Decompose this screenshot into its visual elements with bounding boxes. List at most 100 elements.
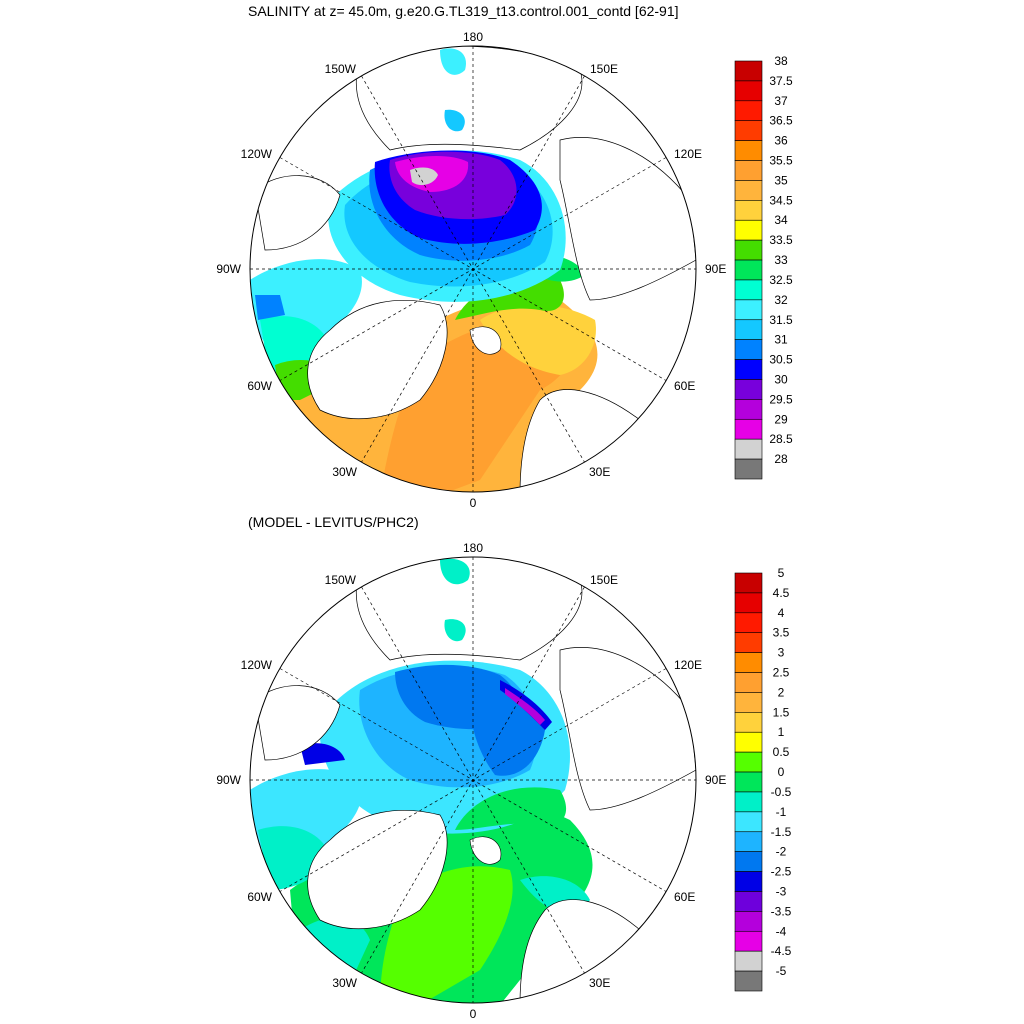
colorbar-swatch: [734, 80, 763, 102]
map-border-top: [249, 45, 697, 493]
colorbar-swatch: [734, 831, 763, 852]
colorbar-label: 2: [778, 685, 785, 699]
colorbar-swatch: [734, 200, 763, 221]
colorbar-label: -1.5: [771, 825, 792, 839]
colorbar-label: 4: [778, 606, 785, 620]
lon-label-90e-b: 90E: [705, 773, 726, 787]
lon-label-0: 0: [470, 496, 477, 510]
colorbar-label: -4: [776, 924, 787, 938]
lon-label-30e: 30E: [589, 465, 610, 479]
colorbar-label: 3.5: [773, 626, 790, 640]
map-border-bottom: [249, 556, 697, 1004]
colorbar-swatch: [734, 692, 763, 713]
colorbar-label: -4.5: [771, 944, 792, 958]
colorbar-swatch: [734, 438, 763, 460]
colorbar-swatch: [734, 100, 763, 122]
colorbar-label: 29.5: [769, 392, 793, 406]
lon-label-150e-b: 150E: [590, 573, 618, 587]
graticule-top: [250, 46, 696, 492]
lon-label-180: 180: [463, 30, 483, 44]
colorbar-label: 29: [774, 412, 788, 426]
colorbar-swatch: [734, 339, 763, 360]
graticule-bottom: [250, 557, 696, 1003]
colorbar-label: 33: [774, 253, 788, 267]
colorbar-swatch: [734, 140, 763, 161]
colorbar-swatch: [734, 891, 763, 912]
colorbar-swatch: [734, 851, 763, 872]
colorbar-label: -2: [776, 845, 787, 859]
colorbar-swatch: [734, 120, 763, 141]
colorbar-swatch: [734, 672, 763, 693]
difference-map: 180 0 90W 90E 150W 120W 150E 120E 60W 30…: [216, 541, 726, 1021]
colorbar-label: -5: [776, 964, 787, 978]
colorbar-swatch: [734, 259, 763, 281]
colorbar-swatch: [734, 319, 763, 340]
colorbar-label: 33.5: [769, 233, 793, 247]
lon-label-180-b: 180: [463, 541, 483, 555]
colorbar-label: 37.5: [769, 74, 793, 88]
colorbar-swatch: [734, 572, 763, 594]
colorbar-swatch: [734, 160, 763, 181]
colorbar-label: 5: [778, 566, 785, 580]
colorbar-label: 1: [778, 725, 785, 739]
colorbar-label: 31.5: [769, 313, 793, 327]
colorbar-swatch: [734, 60, 763, 82]
colorbar-difference: 5 4.5 4 3.5 3 2.5 2 1.5 1 0.5 0 -0.5 -1 -1.5 -2 -2.5 -3 -…: [734, 566, 792, 992]
colorbar-swatch: [734, 871, 763, 892]
colorbar-label: 4.5: [773, 586, 790, 600]
lon-label-150w: 150W: [325, 62, 357, 76]
colorbar-swatch: [734, 219, 763, 241]
colorbar-swatch: [734, 379, 763, 400]
colorbar-label: 0: [778, 765, 785, 779]
colorbar-swatch: [734, 712, 763, 733]
colorbar-label: 34: [774, 213, 788, 227]
lon-label-30w-b: 30W: [332, 976, 357, 990]
colorbar-label: 30: [774, 372, 788, 386]
colorbar-label: 35.5: [769, 154, 793, 168]
colorbar-swatch: [734, 418, 763, 440]
lon-label-120e: 120E: [674, 147, 702, 161]
colorbar-salinity: 38 37.5 37 36.5 36 35.5 35 34.5 34 33.5 33 32.5 32 31…: [734, 54, 793, 480]
colorbar-swatch: [734, 970, 763, 992]
colorbar-swatch: [734, 399, 763, 420]
lon-label-120w: 120W: [241, 147, 273, 161]
colorbar-swatch: [734, 911, 763, 932]
colorbar-label: 31: [774, 333, 788, 347]
colorbar-swatch: [734, 279, 763, 301]
colorbar-label: 1.5: [773, 705, 790, 719]
colorbar-label: -3: [776, 884, 787, 898]
colorbar-swatch: [734, 811, 763, 833]
colorbar-swatch: [734, 239, 763, 261]
colorbar-label: -2.5: [771, 865, 792, 879]
colorbar-swatch: [734, 632, 763, 653]
colorbar-swatch: [734, 592, 763, 614]
colorbar-swatch: [734, 458, 763, 480]
colorbar-swatch: [734, 751, 763, 773]
colorbar-swatch: [734, 771, 763, 793]
panel-title-salinity: SALINITY at z= 45.0m, g.e20.G.TL319_t13.…: [248, 3, 679, 19]
colorbar-label: 3: [778, 646, 785, 660]
colorbar-label: 36.5: [769, 114, 793, 128]
lon-label-150e: 150E: [590, 62, 618, 76]
lon-label-120w-b: 120W: [241, 658, 273, 672]
lon-label-90w-b: 90W: [216, 773, 241, 787]
colorbar-swatch: [734, 359, 763, 380]
lon-label-90e: 90E: [705, 262, 726, 276]
colorbar-label: -3.5: [771, 904, 792, 918]
salinity-map: 180 0 90W 90E 150W 120W 150E 120E 60W 30…: [216, 30, 726, 510]
colorbar-label: 35: [774, 173, 788, 187]
colorbar-swatch: [734, 791, 763, 813]
colorbar-label: 34.5: [769, 193, 793, 207]
lon-label-120e-b: 120E: [674, 658, 702, 672]
colorbar-swatch: [734, 299, 763, 321]
lon-label-150w-b: 150W: [325, 573, 357, 587]
colorbar-swatch: [734, 612, 763, 634]
colorbar-swatch: [734, 180, 763, 201]
lon-label-30e-b: 30E: [589, 976, 610, 990]
salinity-field: [250, 46, 696, 492]
colorbar-swatch: [734, 930, 763, 952]
lon-label-0-b: 0: [470, 1007, 477, 1021]
colorbar-label: 2.5: [773, 666, 790, 680]
colorbar-label: -1: [776, 805, 787, 819]
